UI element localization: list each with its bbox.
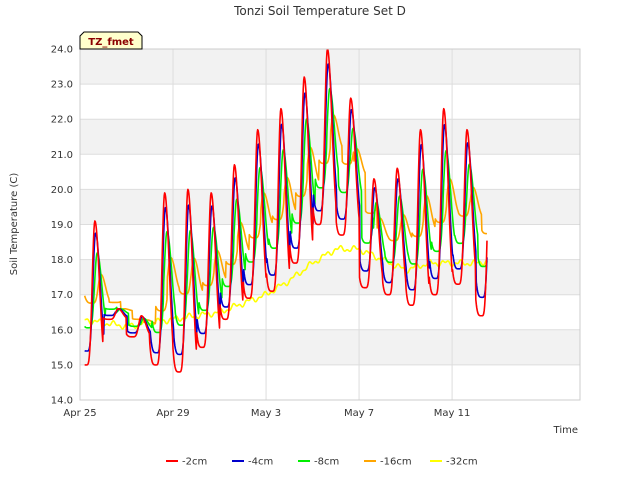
plot-band <box>80 364 580 400</box>
x-tick-label: May 3 <box>251 408 281 419</box>
station-badge: TZ_fmet <box>79 31 143 50</box>
y-tick-label: 17.0 <box>51 290 73 301</box>
x-tick-label: May 11 <box>434 408 471 419</box>
y-tick-label: 21.0 <box>51 150 73 161</box>
y-tick-label: 16.0 <box>51 325 73 336</box>
plot-band <box>80 259 580 295</box>
legend-label: -16cm <box>380 457 412 468</box>
y-axis-label: Soil Temperature (C) <box>9 173 20 276</box>
y-tick-label: 22.0 <box>51 115 73 126</box>
y-tick-label: 19.0 <box>51 220 73 231</box>
plot-frame <box>79 48 581 401</box>
y-tick-label: 14.0 <box>51 396 73 407</box>
y-tick-label: 20.0 <box>51 185 73 196</box>
x-tick-label: May 7 <box>344 408 374 419</box>
y-tick-label: 18.0 <box>51 255 73 266</box>
plot-band <box>80 189 580 225</box>
y-tick-label: 23.0 <box>51 80 73 91</box>
x-axis-ticks: Apr 25 Apr 29 May 3 May 7 May 11 <box>63 408 470 419</box>
plot-band <box>80 154 580 190</box>
legend-label: -4cm <box>248 457 273 468</box>
plot-band <box>80 329 580 365</box>
legend-label: -2cm <box>182 457 207 468</box>
x-tick-label: Apr 29 <box>156 408 189 419</box>
data-series <box>83 49 488 373</box>
series-line-m2cm <box>84 49 488 373</box>
y-tick-label: 15.0 <box>51 360 73 371</box>
legend-label: -8cm <box>314 457 339 468</box>
y-tick-label: 24.0 <box>51 45 73 56</box>
y-axis-ticks: 14.0 15.0 16.0 17.0 18.0 19.0 20.0 21.0 22.0 23.0… <box>51 45 73 407</box>
legend-label: -32cm <box>446 457 478 468</box>
x-tick-label: Apr 25 <box>63 408 96 419</box>
legend: -2cm -4cm -8cm -16cm -32cm <box>166 457 478 468</box>
chart-title: Tonzi Soil Temperature Set D <box>233 4 406 18</box>
badge-label: TZ_fmet <box>88 37 134 48</box>
badge-box <box>79 31 143 50</box>
x-axis-label: Time <box>553 425 578 436</box>
